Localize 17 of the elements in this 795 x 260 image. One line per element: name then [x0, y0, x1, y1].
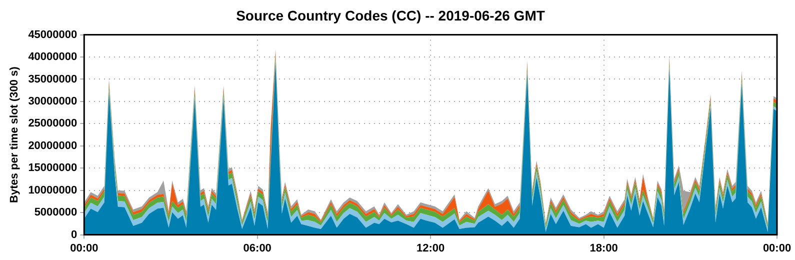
y-tick-label: 30000000: [28, 96, 78, 108]
y-tick-label: 40000000: [28, 51, 78, 64]
x-tick-label: 12:00: [416, 242, 445, 254]
y-tick-label: 0: [71, 228, 78, 241]
y-tick-label: 10000000: [28, 184, 78, 196]
y-tick-label: 15000000: [28, 162, 78, 174]
x-tick-label: 06:00: [243, 242, 272, 254]
y-tick-label: 25000000: [28, 118, 78, 130]
x-tick-label: 00:00: [762, 242, 792, 254]
y-tick-label: 5000000: [34, 206, 78, 219]
x-tick-label: 00:00: [70, 242, 98, 254]
y-tick-label: 45000000: [28, 28, 78, 41]
x-tick-label: 18:00: [590, 242, 618, 254]
y-axis-title: Bytes per time slot (300 s): [8, 66, 21, 203]
chart-title: Source Country Codes (CC) -- 2019-06-26 GMT: [236, 7, 546, 24]
y-tick-label: 35000000: [28, 73, 78, 86]
y-tick-label: 20000000: [28, 140, 78, 152]
